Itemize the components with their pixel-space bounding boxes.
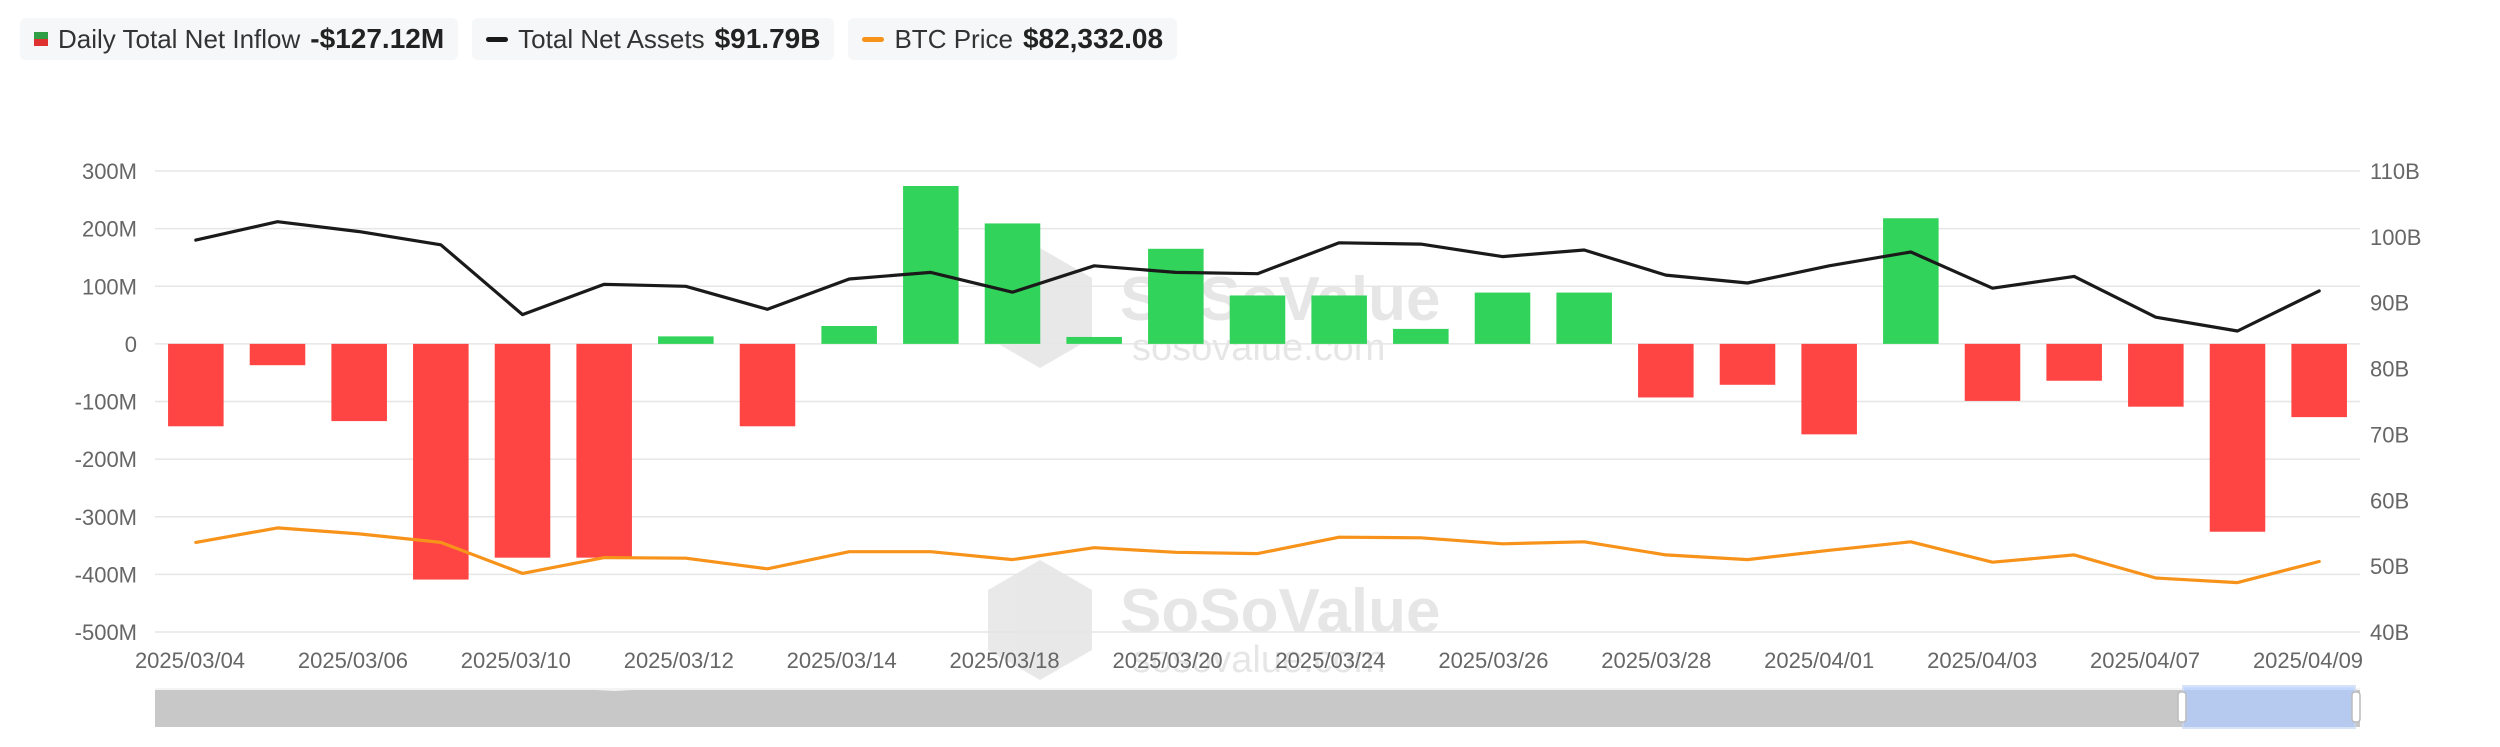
inflow-bar	[1964, 343, 2021, 401]
inflow-bar	[1229, 295, 1286, 344]
inflow-bar	[658, 336, 714, 344]
range-navigator[interactable]	[155, 685, 2361, 729]
right-axis-tick-label: 50B	[2370, 554, 2409, 579]
inflow-bar	[1801, 343, 1857, 435]
inflow-bar	[821, 326, 877, 344]
inflow-bar	[903, 185, 959, 344]
x-axis-tick-label: 2025/03/28	[1601, 648, 1711, 673]
x-axis-tick-label: 2025/03/04	[135, 648, 245, 673]
right-axis-tick-label: 100B	[2370, 225, 2421, 250]
legend-item-btc[interactable]: BTC Price $82,332.08	[848, 18, 1178, 60]
left-axis-tick-label: -500M	[75, 620, 137, 645]
inflow-bar	[413, 343, 469, 580]
navigator-silhouette	[155, 690, 2360, 727]
right-axis-tick-label: 80B	[2370, 357, 2409, 382]
left-axis-tick-label: 300M	[82, 159, 137, 184]
legend-btc-value: $82,332.08	[1022, 23, 1164, 54]
right-axis-tick-label: 40B	[2370, 620, 2409, 645]
left-axis-tick-label: 200M	[82, 217, 137, 242]
legend-inflow-label: Daily Total Net Inflow	[58, 23, 301, 54]
x-axis-tick-label: 2025/03/10	[461, 648, 571, 673]
inflow-bar	[168, 343, 224, 427]
inflow-bar	[2046, 343, 2102, 381]
inflow-bar	[984, 223, 1041, 344]
legend-assets-label: Total Net Assets	[518, 23, 705, 54]
x-axis-tick-label: 2025/04/07	[2090, 648, 2200, 673]
x-axis-tick-label: 2025/04/01	[1764, 648, 1874, 673]
inflow-bar	[2291, 343, 2347, 418]
inflow-bar	[331, 343, 387, 422]
inflow-bar	[1311, 295, 1367, 344]
x-axis-tick-label: 2025/03/06	[298, 648, 408, 673]
inflow-bar	[2128, 343, 2184, 407]
left-axis-tick-label: 0	[125, 332, 137, 357]
left-axis-tick-label: -400M	[75, 562, 137, 587]
left-axis-tick-label: -300M	[75, 505, 137, 530]
inflow-bar	[2209, 343, 2266, 532]
right-axis-tick-label: 60B	[2370, 488, 2409, 513]
inflow-bar	[1474, 292, 1531, 344]
inflow-bar	[1883, 218, 1939, 344]
navigator-left-handle[interactable]	[2177, 691, 2187, 723]
right-axis-tick-label: 70B	[2370, 422, 2409, 447]
x-axis-tick-label: 2025/03/18	[950, 648, 1060, 673]
x-axis-tick-label: 2025/03/24	[1275, 648, 1385, 673]
watermark-url: sosovalue.com	[1132, 639, 1385, 681]
btc-swatch-icon	[862, 36, 885, 42]
legend-btc-label: BTC Price	[894, 23, 1013, 54]
inflow-bar	[1066, 336, 1122, 344]
inflow-bar	[576, 343, 632, 558]
inflow-bar	[494, 343, 551, 558]
assets-swatch-icon	[486, 36, 509, 42]
left-axis-tick-label: -100M	[75, 390, 137, 415]
inflow-bar	[1719, 343, 1776, 385]
inflow-bar	[1556, 292, 1612, 344]
legend-item-inflow[interactable]: Daily Total Net Inflow -$127.12M	[20, 18, 459, 60]
inflow-bar	[1638, 343, 1694, 398]
inflow-bar	[1393, 328, 1449, 344]
x-axis-tick-label: 2025/04/09	[2253, 648, 2363, 673]
x-axis-tick-label: 2025/03/20	[1112, 648, 1222, 673]
inflow-bar	[739, 343, 796, 427]
inflow-bar	[1148, 248, 1204, 344]
watermark-brand: SoSoValue	[1120, 577, 1440, 646]
x-axis-tick-label: 2025/04/03	[1927, 648, 2037, 673]
legend-item-assets[interactable]: Total Net Assets $91.79B	[472, 18, 835, 60]
left-axis-tick-label: 100M	[82, 274, 137, 299]
x-axis-tick-label: 2025/03/14	[787, 648, 897, 673]
right-axis-tick-label: 90B	[2370, 291, 2409, 316]
x-axis-tick-label: 2025/03/26	[1438, 648, 1548, 673]
navigator-right-handle[interactable]	[2351, 691, 2361, 723]
inflow-swatch-icon	[34, 32, 48, 46]
legend-inflow-value: -$127.12M	[310, 23, 445, 54]
chart-legend: Daily Total Net Inflow -$127.12M Total N…	[20, 18, 1178, 60]
inflow-bar	[249, 343, 306, 366]
x-axis-tick-label: 2025/03/12	[624, 648, 734, 673]
watermark-logo-icon	[988, 560, 1092, 680]
left-axis-tick-label: -200M	[75, 447, 137, 472]
navigator-selection[interactable]	[2182, 685, 2356, 729]
legend-assets-value: $91.79B	[714, 23, 821, 54]
right-axis-tick-label: 110B	[2370, 159, 2420, 184]
